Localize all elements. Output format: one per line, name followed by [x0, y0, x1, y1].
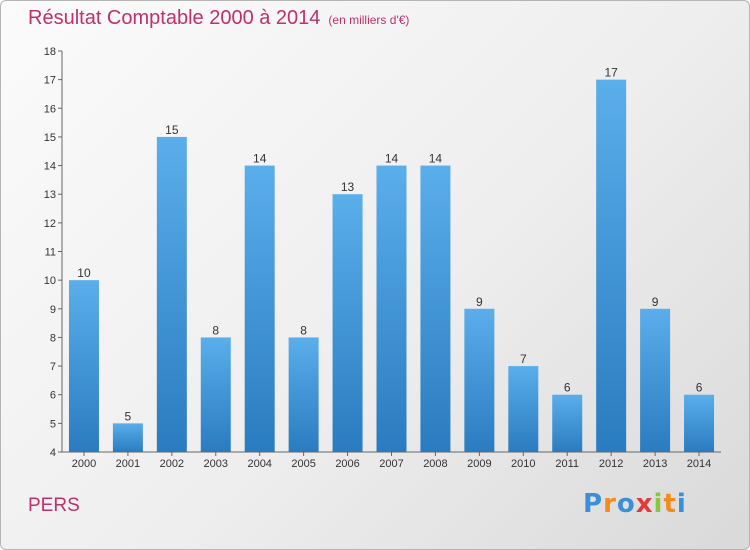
bar-2003 — [200, 337, 231, 452]
logo-letter: o — [616, 489, 636, 519]
y-tick-label: 13 — [44, 189, 56, 201]
logo-letter: t — [663, 489, 677, 519]
bar-value-label: 15 — [165, 123, 179, 137]
bar-value-label: 17 — [604, 66, 618, 80]
y-tick-label: 15 — [44, 132, 56, 144]
y-tick-label: 11 — [45, 247, 56, 259]
x-tick-label: 2008 — [423, 458, 447, 470]
city-name: PERS — [28, 495, 80, 516]
y-tick-label: 9 — [50, 304, 56, 316]
y-tick-label: 8 — [50, 332, 56, 344]
bar-2012 — [596, 79, 627, 453]
bar-value-label: 6 — [564, 381, 571, 395]
logo-letter: r — [603, 489, 617, 519]
x-tick-label: 2005 — [291, 458, 315, 470]
bar-2005 — [288, 337, 319, 452]
x-tick-label: 2010 — [511, 458, 535, 470]
chart-title-text: Résultat Comptable 2000 à 2014 — [28, 7, 321, 29]
bar-value-label: 14 — [385, 152, 399, 166]
bar-value-label: 13 — [341, 180, 355, 194]
bar-value-label: 5 — [125, 409, 132, 423]
bar-2006 — [332, 194, 363, 452]
bar-2001 — [112, 423, 143, 452]
x-tick-label: 2011 — [555, 458, 579, 470]
y-tick-label: 16 — [44, 103, 56, 115]
x-tick-label: 2014 — [687, 458, 711, 470]
x-tick-label: 2002 — [160, 458, 184, 470]
x-tick-label: 2009 — [467, 458, 491, 470]
bar-value-label: 8 — [300, 323, 307, 337]
bar-2009 — [464, 308, 495, 452]
bar-value-label: 7 — [520, 352, 527, 366]
bar-value-label: 14 — [253, 152, 267, 166]
x-tick-label: 2006 — [335, 458, 359, 470]
logo-letter: i — [676, 489, 687, 519]
y-tick-label: 6 — [50, 390, 56, 402]
bar-value-label: 8 — [212, 323, 219, 337]
y-tick-label: 10 — [44, 275, 56, 287]
bar-2007 — [376, 165, 407, 453]
y-tick-label: 7 — [50, 361, 56, 373]
y-tick-label: 5 — [50, 418, 56, 430]
bar-value-label: 6 — [696, 381, 703, 395]
y-tick-label: 4 — [50, 447, 56, 459]
bar-value-label: 9 — [652, 295, 659, 309]
bar-2004 — [244, 165, 275, 453]
chart-title: Résultat Comptable 2000 à 2014 (en millie… — [28, 7, 409, 30]
x-tick-label: 2004 — [247, 458, 271, 470]
logo-letter: x — [635, 489, 654, 519]
bar-2002 — [156, 136, 187, 452]
x-tick-label: 2003 — [204, 458, 228, 470]
y-tick-label: 14 — [44, 161, 56, 173]
bar-2011 — [552, 394, 583, 452]
y-tick-label: 18 — [44, 46, 56, 58]
logo-letter: i — [653, 489, 664, 519]
x-tick-label: 2012 — [599, 458, 623, 470]
bar-2014 — [684, 394, 715, 452]
bar-value-label: 14 — [429, 152, 443, 166]
x-tick-label: 2000 — [72, 458, 96, 470]
bar-value-label: 10 — [77, 266, 91, 280]
y-tick-label: 17 — [44, 75, 56, 87]
bar-2008 — [420, 165, 451, 453]
logo-letter: P — [583, 489, 604, 519]
bar-value-label: 9 — [476, 295, 483, 309]
bar-2013 — [640, 308, 671, 452]
bar-2000 — [68, 280, 99, 452]
x-tick-label: 2013 — [643, 458, 667, 470]
y-tick-label: 12 — [44, 218, 56, 230]
bar-2010 — [508, 366, 539, 452]
proxiti-logo: Proxiti — [583, 489, 687, 519]
x-tick-label: 2001 — [116, 458, 140, 470]
x-tick-label: 2007 — [379, 458, 403, 470]
chart-subtitle: (en milliers d'€) — [328, 13, 410, 27]
